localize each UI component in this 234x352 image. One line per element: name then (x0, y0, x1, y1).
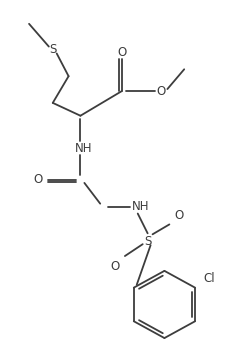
Text: S: S (144, 235, 151, 248)
Text: NH: NH (132, 200, 150, 213)
Text: O: O (157, 84, 166, 98)
Text: Cl: Cl (203, 272, 215, 285)
Text: S: S (49, 43, 56, 56)
Text: O: O (110, 260, 120, 274)
Text: O: O (175, 209, 184, 222)
Text: O: O (33, 174, 43, 187)
Text: NH: NH (75, 142, 92, 155)
Text: O: O (117, 46, 127, 59)
